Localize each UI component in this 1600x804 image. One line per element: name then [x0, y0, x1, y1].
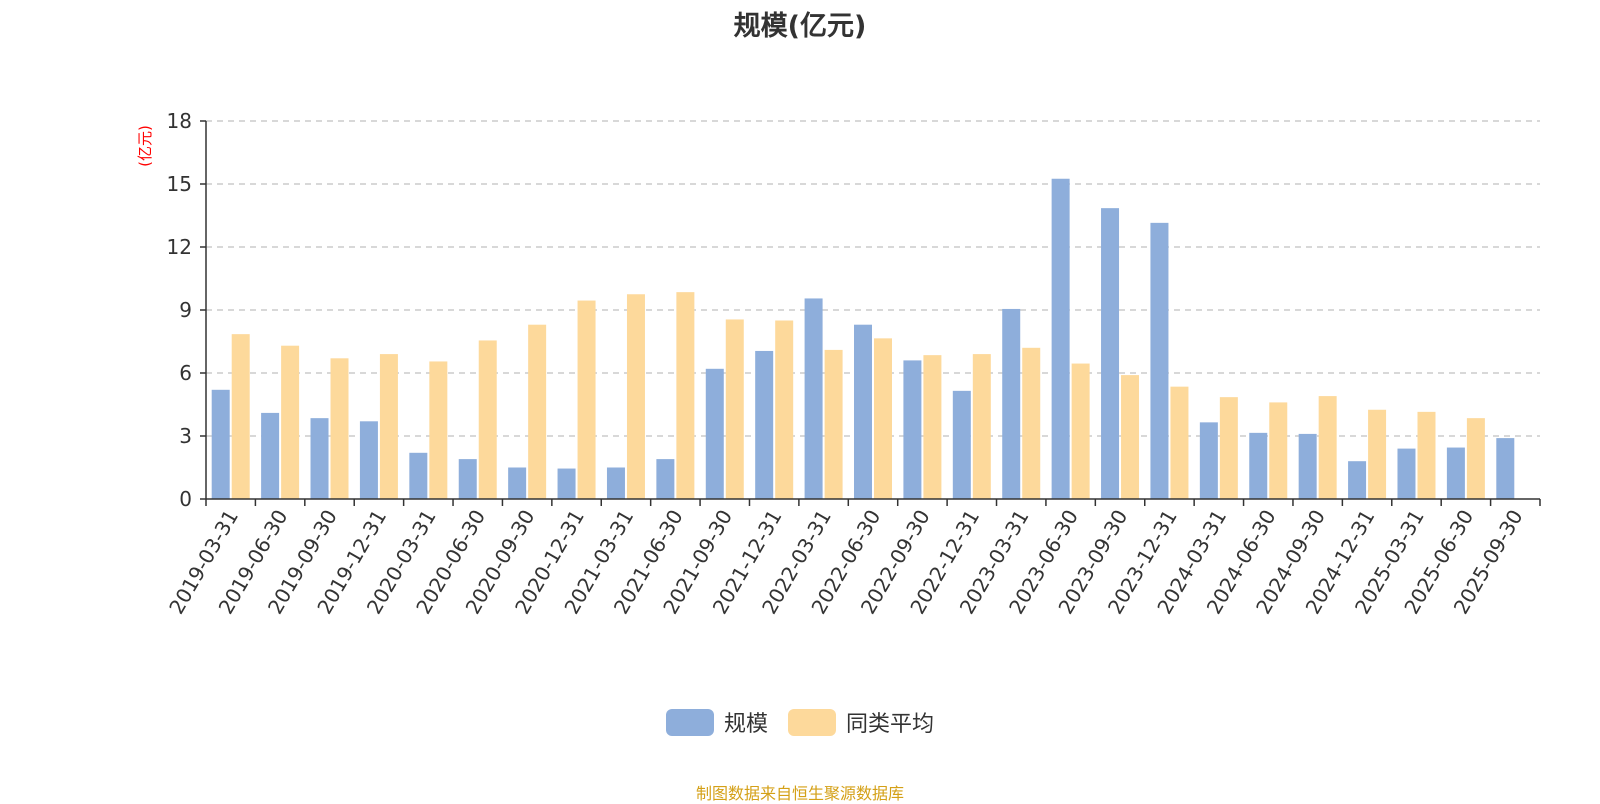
bar-peer-average[interactable] — [379, 354, 398, 499]
bar-size[interactable] — [508, 467, 527, 500]
bar-peer-average[interactable] — [1121, 375, 1140, 499]
bar-peer-average[interactable] — [775, 320, 794, 500]
bar-size[interactable] — [854, 324, 872, 499]
bar-peer-average[interactable] — [478, 340, 497, 499]
bar-size[interactable] — [1150, 222, 1169, 499]
source-note: 制图数据来自恒生聚源数据库 — [695, 784, 904, 803]
bar-size[interactable] — [1496, 438, 1515, 499]
bar-size[interactable] — [1298, 433, 1317, 499]
bar-size[interactable] — [705, 368, 724, 499]
bar-size[interactable] — [1101, 208, 1120, 499]
y-tick-label: 15 — [167, 172, 192, 196]
bar-peer-average[interactable] — [1368, 409, 1387, 499]
bar-size[interactable] — [1397, 448, 1416, 499]
y-axis-title: (亿元) — [136, 125, 154, 167]
bar-size[interactable] — [755, 350, 774, 499]
bar-size[interactable] — [1051, 178, 1070, 499]
bar-peer-average[interactable] — [231, 334, 250, 499]
bar-size[interactable] — [557, 468, 576, 499]
legend-label-peer-average: 同类平均 — [846, 712, 935, 737]
legend-swatch-peer-average — [788, 708, 836, 736]
bar-peer-average[interactable] — [923, 355, 942, 499]
bar-peer-average[interactable] — [429, 361, 448, 499]
bar-size[interactable] — [261, 412, 280, 499]
bar-size[interactable] — [1002, 308, 1021, 499]
legend-item-size[interactable]: 规模 — [665, 706, 768, 738]
bar-peer-average[interactable] — [528, 324, 547, 499]
bar-size[interactable] — [409, 452, 428, 499]
chart-title: 规模(亿元) — [733, 11, 867, 42]
bar-size[interactable] — [1446, 447, 1465, 499]
bar-size[interactable] — [1348, 461, 1367, 499]
y-tick-label: 12 — [167, 235, 192, 259]
bar-peer-average[interactable] — [281, 345, 300, 499]
grid-lines — [206, 120, 1540, 437]
bar-size[interactable] — [804, 298, 823, 499]
legend: 规模 同类平均 — [0, 706, 1600, 738]
bar-peer-average[interactable] — [676, 292, 695, 499]
bar-size[interactable] — [903, 360, 922, 499]
y-tick-label: 6 — [179, 361, 192, 385]
bar-peer-average[interactable] — [1318, 396, 1337, 499]
bar-peer-average[interactable] — [1466, 418, 1485, 499]
bar-peer-average[interactable] — [824, 349, 843, 499]
y-tick-label: 9 — [179, 298, 192, 322]
y-tick-label: 3 — [179, 424, 192, 448]
legend-item-peer-average[interactable]: 同类平均 — [788, 706, 934, 738]
bar-size[interactable] — [656, 459, 675, 499]
legend-label-size: 规模 — [723, 712, 768, 737]
bar-size[interactable] — [359, 421, 378, 499]
bar-peer-average[interactable] — [577, 300, 596, 499]
bar-peer-average[interactable] — [1417, 411, 1436, 499]
bar-size[interactable] — [211, 389, 230, 499]
bar-peer-average[interactable] — [1219, 397, 1238, 499]
bar-size[interactable] — [1249, 432, 1268, 499]
bar-peer-average[interactable] — [874, 338, 892, 499]
bar-peer-average[interactable] — [1269, 402, 1288, 499]
bar-peer-average[interactable] — [972, 354, 991, 499]
y-axis-title-group: (亿元) — [136, 125, 154, 167]
bar-size[interactable] — [606, 467, 625, 500]
y-tick-label: 18 — [167, 109, 192, 133]
bar-size[interactable] — [310, 418, 329, 499]
bar-peer-average[interactable] — [330, 358, 349, 499]
legend-swatch-size — [665, 708, 714, 736]
axes: 03691215182019-03-312019-06-302019-09-30… — [164, 109, 1541, 618]
bar-peer-average[interactable] — [626, 294, 645, 499]
bar-size[interactable] — [952, 390, 971, 499]
bar-peer-average[interactable] — [725, 319, 744, 499]
bar-peer-average[interactable] — [1071, 363, 1090, 499]
bars — [211, 178, 1515, 500]
bar-peer-average[interactable] — [1170, 386, 1189, 499]
y-tick-label: 0 — [179, 487, 192, 511]
bar-size[interactable] — [1199, 422, 1218, 499]
bar-size[interactable] — [458, 459, 477, 499]
bar-peer-average[interactable] — [1022, 347, 1041, 499]
